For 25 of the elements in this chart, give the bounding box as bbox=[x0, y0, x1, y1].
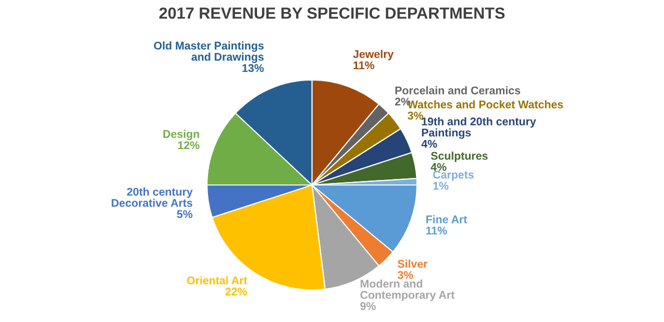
data-label: 3% bbox=[408, 112, 424, 120]
data-label: 4% bbox=[430, 163, 446, 171]
slice-label: Sculptures bbox=[430, 152, 488, 162]
slice-label: Carpets bbox=[433, 170, 474, 181]
slice-label: Jewelry bbox=[353, 50, 394, 60]
data-label: 1% bbox=[433, 182, 448, 190]
slice-label: Old Master Paintings and Drawings bbox=[154, 41, 264, 64]
slice-label: Modern and Contemporary Art bbox=[360, 279, 454, 301]
data-label: 4% bbox=[421, 140, 438, 148]
slice-label: 19th and 20th century Paintings bbox=[422, 117, 536, 139]
chart-title: 2017 REVENUE BY SPECIFIC DEPARTMENTS bbox=[159, 7, 505, 19]
slice-label: Silver bbox=[398, 260, 428, 268]
slice-label: Porcelain and Ceramics bbox=[395, 86, 520, 94]
data-label: 12% bbox=[178, 141, 200, 150]
data-label: 13% bbox=[242, 64, 264, 72]
data-label: 3% bbox=[398, 271, 414, 279]
data-label: 22% bbox=[225, 288, 248, 296]
data-label: 11% bbox=[426, 226, 447, 234]
slice-label: Fine Art bbox=[426, 215, 468, 224]
slice-label: Design bbox=[163, 130, 200, 140]
slice-label: 20th century Decorative Arts bbox=[112, 188, 193, 207]
data-label: 5% bbox=[177, 210, 192, 218]
data-label: 11% bbox=[354, 61, 374, 70]
slice-label: Oriental Art bbox=[187, 276, 248, 284]
data-label: 9% bbox=[360, 302, 376, 310]
